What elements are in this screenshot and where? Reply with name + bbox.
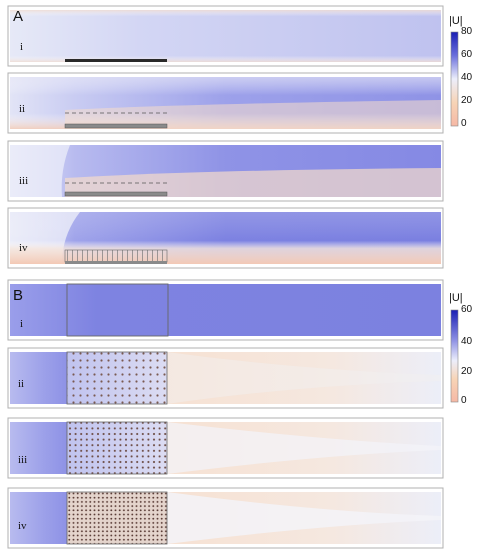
panel-a-iv — [7, 207, 444, 269]
empty-box — [66, 283, 169, 337]
panel-a-ii — [7, 72, 444, 134]
colorbar-a-tick: 60 — [461, 49, 473, 60]
panel-label-a-ii: ii — [19, 103, 26, 115]
panel-b-iv — [7, 487, 444, 549]
colorbar-a-title: |U| — [449, 15, 463, 27]
panel-label-a-iv: iv — [19, 242, 28, 254]
colorbar-b-title: |U| — [449, 292, 463, 304]
colorbar-b-tick: 40 — [461, 336, 473, 347]
colorbar-a-tick: 0 — [461, 118, 467, 129]
panel-b-i — [7, 279, 444, 341]
panel-label-b-iii: iii — [18, 454, 28, 466]
panel-b-ii — [7, 347, 444, 409]
panel-label-b-i: i — [20, 318, 24, 330]
colorbar-b — [450, 309, 459, 403]
dot-array — [66, 491, 168, 545]
section-label-a: A — [13, 8, 24, 25]
colorbar-a — [450, 31, 459, 127]
colorbar-b-tick: 60 — [461, 304, 473, 315]
colorbar-a-tick: 80 — [461, 26, 473, 37]
fiber-array — [64, 249, 168, 263]
colorbar-b-tick: 20 — [461, 366, 473, 377]
dot-array — [66, 421, 168, 475]
panel-a-i — [7, 5, 444, 67]
panel-label-b-ii: ii — [18, 378, 25, 390]
dot-array — [66, 351, 168, 405]
colorbar-a-tick: 20 — [461, 95, 473, 106]
colorbar-b-tick: 0 — [461, 395, 467, 406]
panel-label-b-iv: iv — [18, 520, 27, 532]
porous-bed — [64, 191, 168, 197]
panel-label-a-iii: iii — [19, 175, 29, 187]
panel-label-a-i: i — [20, 41, 24, 53]
porous-bed — [64, 123, 168, 129]
section-label-b: B — [13, 287, 24, 304]
panel-b-iii — [7, 417, 444, 479]
colorbar-a-tick: 40 — [461, 72, 473, 83]
panel-a-iii — [7, 140, 444, 202]
obstacle-bar — [65, 59, 167, 62]
